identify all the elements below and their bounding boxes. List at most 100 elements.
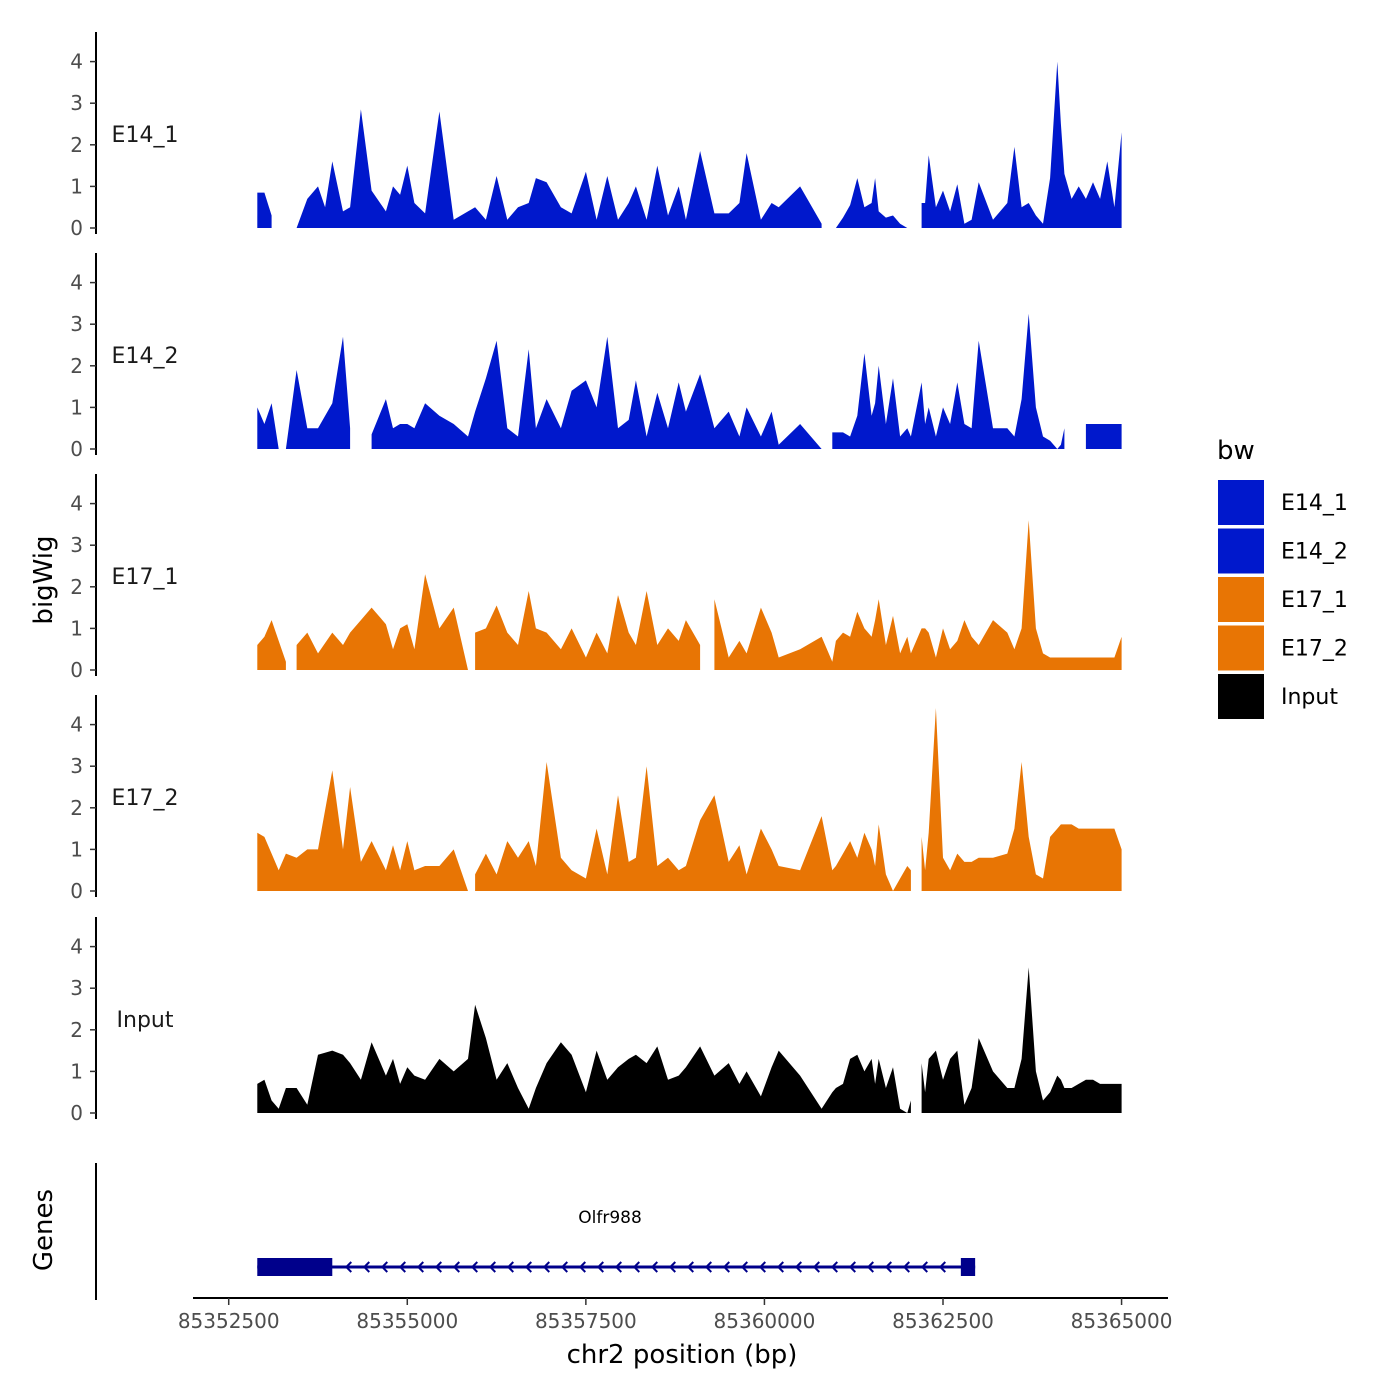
- gene-strand-arrow: [938, 1261, 946, 1273]
- coverage-area: [257, 620, 286, 670]
- gene-strand-arrow: [506, 1261, 514, 1273]
- gene-strand-arrow: [416, 1261, 424, 1273]
- gene-strand-arrow: [560, 1261, 568, 1273]
- y-tick-label: 2: [70, 1018, 83, 1042]
- y-axis-title: bigWig: [29, 535, 59, 624]
- y-tick-label: 4: [70, 713, 83, 737]
- coverage-area: [921, 61, 1122, 228]
- gene-strand-arrow: [704, 1261, 712, 1273]
- gene-strand-arrow: [542, 1261, 550, 1273]
- gene-strand-arrow: [794, 1261, 802, 1273]
- gene-strand-arrow: [344, 1261, 352, 1273]
- y-tick-label: 0: [70, 216, 83, 240]
- gene-strand-arrow: [776, 1261, 784, 1273]
- y-tick-label: 0: [70, 1101, 83, 1125]
- coverage-area: [475, 591, 701, 670]
- gene-strand-arrow: [524, 1261, 532, 1273]
- coverage-area: [921, 967, 1122, 1113]
- y-tick-label: 1: [70, 174, 83, 198]
- gene-strand-arrow: [650, 1261, 658, 1273]
- y-tick-label: 4: [70, 935, 83, 959]
- coverage-area: [296, 574, 468, 670]
- x-tick-label: 85365000: [1071, 1309, 1173, 1333]
- y-tick-label: 1: [70, 1059, 83, 1083]
- gene-strand-arrow: [614, 1261, 622, 1273]
- track-label: Input: [117, 1008, 174, 1033]
- y-tick-label: 2: [70, 133, 83, 157]
- coverage-area: [475, 762, 911, 891]
- track-e14-1: 0 1 2 3 4 E14_1: [70, 32, 1122, 240]
- coverage-area: [714, 520, 1122, 670]
- gene-strand-arrow: [866, 1261, 874, 1273]
- gene-strand-arrow: [470, 1261, 478, 1273]
- x-axis: 85352500 85355000 85357500 85360000 85362500…: [178, 1297, 1173, 1370]
- x-tick-label: 85355000: [356, 1309, 458, 1333]
- track-label: E14_2: [112, 344, 179, 369]
- gene-strand-arrow: [812, 1261, 820, 1273]
- legend-label: E17_1: [1281, 588, 1348, 613]
- gene-strand-arrow: [668, 1261, 676, 1273]
- track-e17-2: 0 1 2 3 4 E17_2: [70, 695, 1122, 903]
- gene-strand-arrow: [362, 1261, 370, 1273]
- y-tick-label: 2: [70, 575, 83, 599]
- y-tick-label: 2: [70, 354, 83, 378]
- x-tick-label: 85357500: [535, 1309, 637, 1333]
- track-e14-2: 0 1 2 3 4 E14_2: [70, 253, 1122, 461]
- legend-items: E14_1 E14_2 E17_1 E17_2 Input: [1218, 480, 1348, 719]
- legend-label: Input: [1281, 685, 1338, 710]
- legend-label: E14_1: [1281, 491, 1348, 516]
- track-label: E17_2: [112, 786, 179, 811]
- legend-swatch: [1218, 528, 1264, 574]
- y-tick-label: 4: [70, 50, 83, 74]
- gene-strand-arrow: [596, 1261, 604, 1273]
- y-tick-label: 1: [70, 395, 83, 419]
- y-tick-label: 0: [70, 658, 83, 682]
- x-tick-label: 85352500: [178, 1309, 280, 1333]
- legend-swatch: [1218, 480, 1264, 525]
- coverage-area: [257, 192, 272, 228]
- coverage-area: [921, 708, 1122, 891]
- gene-strand-arrow: [434, 1261, 442, 1273]
- x-tick-label: 85362500: [892, 1309, 994, 1333]
- coverage-area: [832, 313, 1065, 449]
- legend-swatch: [1218, 625, 1264, 671]
- track-label: E17_1: [112, 565, 179, 590]
- y-tick-label: 0: [70, 879, 83, 903]
- gene-model: [257, 1258, 976, 1276]
- coverage-area: [832, 178, 911, 228]
- gene-exon: [257, 1258, 333, 1276]
- gene-strand-arrow: [758, 1261, 766, 1273]
- x-axis-ticks: 85352500 85355000 85357500 85360000 85362500…: [178, 1298, 1173, 1333]
- legend-swatch: [1218, 577, 1264, 622]
- y-tick-label: 1: [70, 616, 83, 640]
- genes-track-title: Genes: [29, 1189, 59, 1271]
- gene-name-label: Olfr988: [578, 1208, 642, 1228]
- y-tick-label: 1: [70, 837, 83, 861]
- coverage-area: [257, 336, 351, 449]
- legend: bw E14_1 E14_2 E17_1 E17_2 Input: [1217, 436, 1348, 719]
- gene-strand-arrow: [884, 1261, 892, 1273]
- track-input: 0 1 2 3 4 Input: [70, 917, 1122, 1125]
- y-tick-label: 3: [70, 976, 83, 1000]
- gene-strand-arrow: [722, 1261, 730, 1273]
- legend-swatch: [1218, 674, 1264, 719]
- gene-strand-arrow: [740, 1261, 748, 1273]
- gene-strand-arrow: [452, 1261, 460, 1273]
- y-tick-label: 4: [70, 271, 83, 295]
- x-axis-title: chr2 position (bp): [567, 1340, 798, 1370]
- gene-strand-arrow: [380, 1261, 388, 1273]
- gene-strand-arrow: [902, 1261, 910, 1273]
- coverage-area: [257, 770, 468, 891]
- gene-strand-arrow: [686, 1261, 694, 1273]
- gene-strand-arrow: [920, 1261, 928, 1273]
- y-tick-label: 3: [70, 533, 83, 557]
- gene-strand-arrow: [398, 1261, 406, 1273]
- y-tick-label: 2: [70, 796, 83, 820]
- track-panels: 0 1 2 3 4 E14_1 0 1 2 3 4 E14_2 0 1 2 3 4 E17_1 0 1 2 3 4 E17_2…: [70, 32, 1122, 1125]
- x-tick-label: 85360000: [714, 1309, 816, 1333]
- y-tick-label: 0: [70, 437, 83, 461]
- gene-exon: [960, 1258, 976, 1276]
- legend-label: E14_2: [1281, 540, 1348, 565]
- y-tick-label: 3: [70, 312, 83, 336]
